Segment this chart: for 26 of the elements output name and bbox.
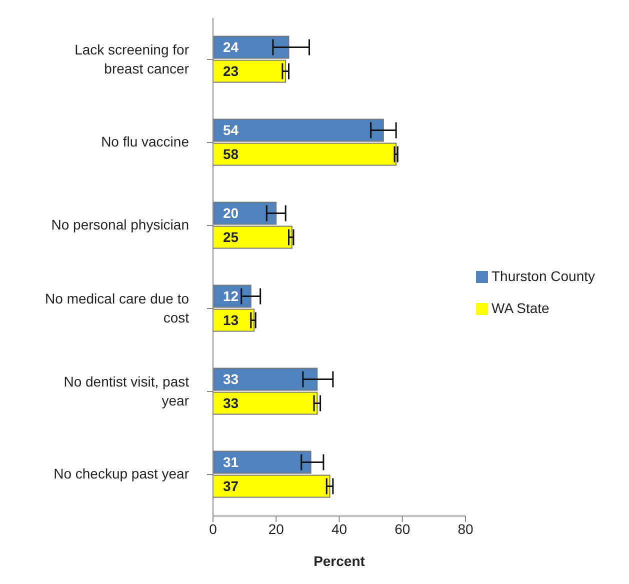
- y-tick-label: No flu vaccine: [101, 133, 190, 150]
- data-label: 20: [223, 205, 239, 222]
- data-label: 23: [223, 63, 239, 80]
- x-tick-label: 20: [268, 520, 284, 537]
- data-label: 33: [223, 371, 239, 388]
- x-tick-label: 0: [209, 520, 218, 537]
- data-label: 54: [223, 122, 239, 138]
- y-tick-label: No checkup past year: [54, 465, 190, 482]
- x-tick-label: 80: [458, 520, 474, 537]
- x-axis-title: Percent: [314, 553, 366, 569]
- data-label: 37: [223, 478, 239, 494]
- data-label: 13: [223, 312, 239, 328]
- data-label: 24: [223, 39, 239, 56]
- y-tick-label: No medical care due to cost: [45, 290, 190, 326]
- legend-label: WA State: [492, 300, 550, 316]
- data-label: 12: [223, 288, 239, 304]
- data-label: 58: [223, 146, 239, 162]
- x-tick-label: 60: [394, 520, 410, 537]
- y-tick-label: Lack screening for breast cancer: [74, 41, 190, 76]
- data-label: 33: [223, 395, 239, 412]
- y-tick-label: No dentist visit, past year: [64, 373, 190, 408]
- x-tick-label: 40: [331, 520, 348, 537]
- y-tick-label: No personal physician: [51, 216, 189, 232]
- data-label: 31: [223, 454, 239, 470]
- legend-label: Thurston County: [492, 268, 595, 284]
- data-label: 25: [223, 229, 239, 246]
